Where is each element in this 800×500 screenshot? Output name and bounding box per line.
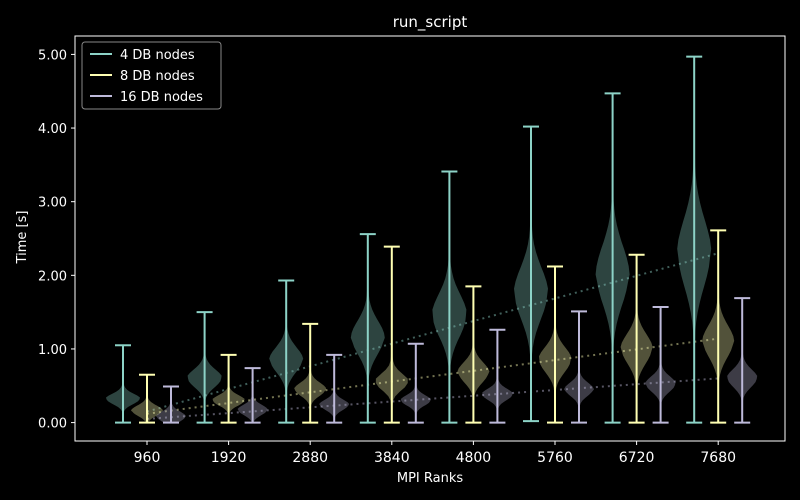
x-tick-label: 6720 (619, 450, 655, 466)
y-tick-label: 1.00 (38, 343, 67, 358)
y-tick-label: 5.00 (38, 48, 67, 63)
chart-title: run_script (393, 13, 468, 32)
x-tick-label: 1920 (211, 450, 247, 466)
x-tick-label: 4800 (456, 450, 492, 466)
y-tick-label: 0.00 (38, 417, 67, 432)
x-tick-label: 7680 (700, 450, 736, 466)
legend-label: 8 DB nodes (120, 69, 195, 84)
trend-line (146, 337, 719, 415)
x-axis-label: MPI Ranks (397, 471, 464, 486)
axes: 0.00 1.00 2.00 3.00 4.00 5.00 960 1920 2880 3840 4… (38, 35, 786, 466)
legend: 4 DB nodes 8 DB nodes 16 DB nodes (81, 41, 222, 110)
x-tick-label: 5760 (537, 450, 573, 466)
trend-line (146, 252, 719, 413)
x-tick-label: 2880 (292, 450, 328, 466)
x-tick-label: 960 (134, 450, 161, 466)
x-tick-label: 3840 (374, 450, 410, 466)
legend-box (81, 41, 222, 110)
y-tick-label: 3.00 (38, 196, 67, 211)
plot-frame (74, 35, 786, 442)
y-tick-label: 4.00 (38, 122, 67, 137)
legend-label: 16 DB nodes (120, 90, 203, 105)
y-axis-label: Time [s] (15, 211, 30, 265)
legend-label: 4 DB nodes (120, 48, 195, 63)
y-tick-label: 2.00 (38, 269, 67, 284)
plot-area (106, 55, 758, 424)
